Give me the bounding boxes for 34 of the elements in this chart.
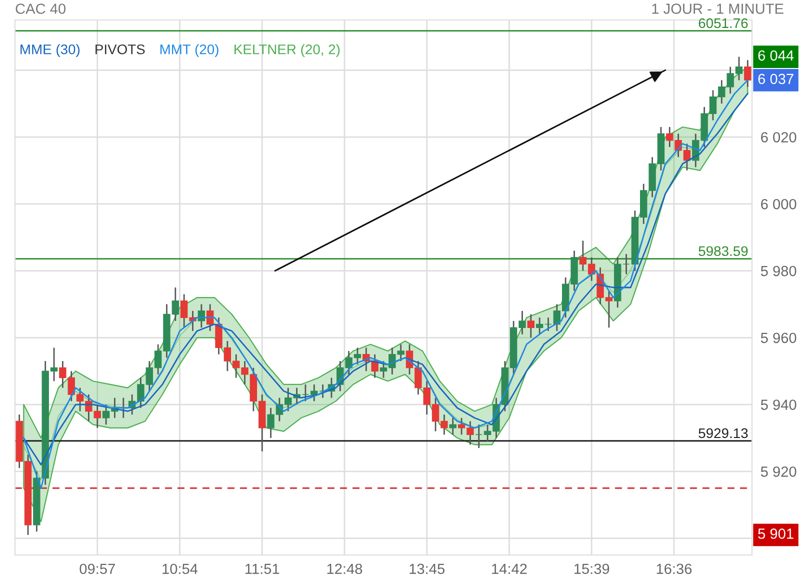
y-tick-label: 6 000: [761, 199, 796, 210]
ref-line-label: 5983.59: [698, 246, 748, 256]
x-tick-label: 16:36: [656, 564, 692, 574]
chart-subtitle: 1 JOUR - 1 MINUTE: [652, 4, 784, 14]
y-tick-label: 5 980: [760, 266, 796, 276]
candlestick: [371, 354, 378, 378]
text: 5 901: [758, 528, 794, 539]
candlestick: [527, 314, 534, 338]
y-tick-label: 5 960: [760, 332, 796, 344]
x-tick-label: 12:48: [327, 564, 362, 574]
candlestick: [544, 316, 552, 332]
chart-title: CAC 40: [16, 4, 66, 14]
candlestick: [744, 59, 752, 88]
x-tick-label: 10:54: [162, 564, 198, 574]
candlestick: [475, 424, 482, 449]
ref-line-label: 5929.13: [698, 428, 748, 438]
text: 6 037: [758, 74, 794, 84]
ref-line-label: 6051.76: [698, 18, 748, 28]
x-tick-label: 09:57: [80, 564, 115, 574]
text: MMT (20): [160, 44, 218, 58]
candlestick: [622, 253, 630, 275]
x-tick-label: 14:42: [492, 564, 527, 574]
x-tick-label: 11:51: [246, 564, 280, 574]
y-tick-label: 5 920: [760, 466, 796, 477]
text: MME (30): [20, 44, 80, 58]
y-tick-label: 5 940: [760, 400, 796, 410]
candlestick: [449, 417, 456, 436]
text: KELTNER (20, 2): [234, 44, 340, 58]
candlestick: [536, 316, 544, 336]
y-tick-label: 6 020: [761, 132, 796, 142]
text: 6 044: [758, 50, 794, 61]
x-tick-label: 15:39: [574, 564, 610, 574]
x-tick-label: 13:45: [410, 564, 444, 574]
annotation: PIVOTS: [96, 44, 145, 54]
